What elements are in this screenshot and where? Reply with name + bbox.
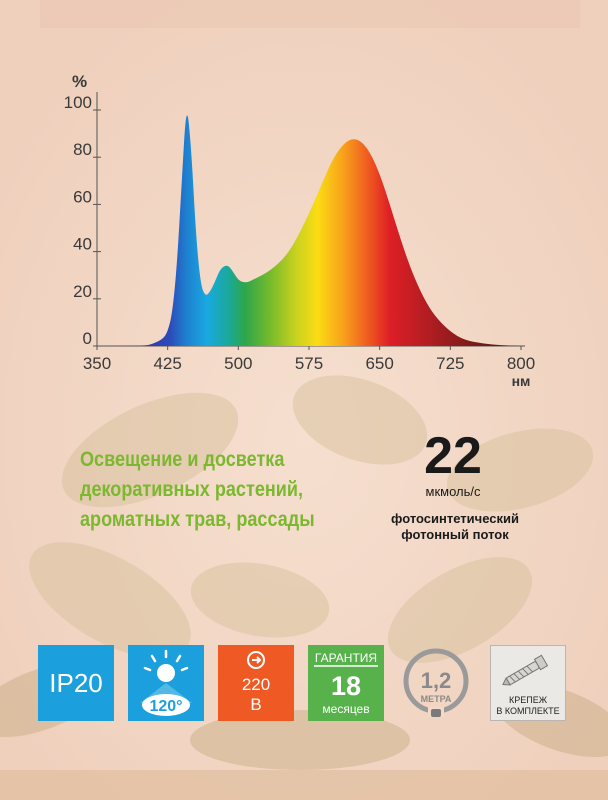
cable-length-unit: МЕТРА <box>421 694 452 704</box>
cable-icon <box>403 648 469 717</box>
cable-length-value: 1,2 <box>421 668 452 693</box>
x-tick-label: 575 <box>295 354 323 373</box>
ppf-value: 22 <box>424 427 482 485</box>
y-tick-label: 20 <box>73 282 92 301</box>
spectrum-area <box>97 115 521 347</box>
mounting-kit-line2: В КОМПЛЕКТЕ <box>496 706 559 716</box>
x-tick-label: 425 <box>153 354 181 373</box>
y-tick-label: 40 <box>73 235 92 254</box>
warranty-value: 18 <box>331 671 361 701</box>
ip-rating-text: IP20 <box>49 668 103 698</box>
beam-angle-text: 120° <box>149 698 182 715</box>
y-tick-label: 80 <box>73 140 92 159</box>
y-tick-label: 100 <box>64 93 92 112</box>
warranty-title: ГАРАНТИЯ <box>315 651 377 665</box>
ppf-unit: мкмоль/с <box>425 484 481 499</box>
x-tick-label: 800 <box>507 354 535 373</box>
x-tick-label: 725 <box>436 354 464 373</box>
sun-icon: 120° <box>140 649 192 716</box>
x-tick-label: 350 <box>83 354 111 373</box>
voltage-unit: В <box>250 695 261 714</box>
mounting-kit-line1: КРЕПЕЖ <box>509 695 548 705</box>
ppf-description: фотосинтетический фотонный поток <box>391 511 519 542</box>
power-plug-icon <box>247 651 265 669</box>
mounting-kit-badge: КРЕПЕЖ В КОМПЛЕКТЕ <box>490 645 566 721</box>
x-tick-labels: 350 425 500 575 650 725 800 <box>83 346 535 373</box>
beam-angle-badge: 120° <box>128 645 204 721</box>
ip-rating-badge: IP20 <box>38 645 114 721</box>
y-tick-label: 0 <box>83 329 92 348</box>
spectrum-chart: 0 20 40 60 80 100 350 425 500 575 650 725 800 % нм <box>64 72 536 389</box>
y-tick-labels: 0 20 40 60 80 100 <box>64 93 101 348</box>
y-tick-label: 60 <box>73 187 92 206</box>
cable-length-badge: 1,2 МЕТРА <box>398 645 474 721</box>
voltage-value: 220 <box>242 675 270 694</box>
screw-icon <box>502 654 549 686</box>
voltage-badge: 220 В <box>218 645 294 721</box>
y-axis-label: % <box>72 72 87 91</box>
x-tick-label: 650 <box>365 354 393 373</box>
headline: Освещение и досветка декоративных растен… <box>80 448 315 531</box>
warranty-badge: ГАРАНТИЯ 18 месяцев <box>308 645 384 721</box>
x-axis-label: нм <box>512 373 531 389</box>
x-tick-label: 500 <box>224 354 252 373</box>
warranty-unit: месяцев <box>322 702 369 716</box>
